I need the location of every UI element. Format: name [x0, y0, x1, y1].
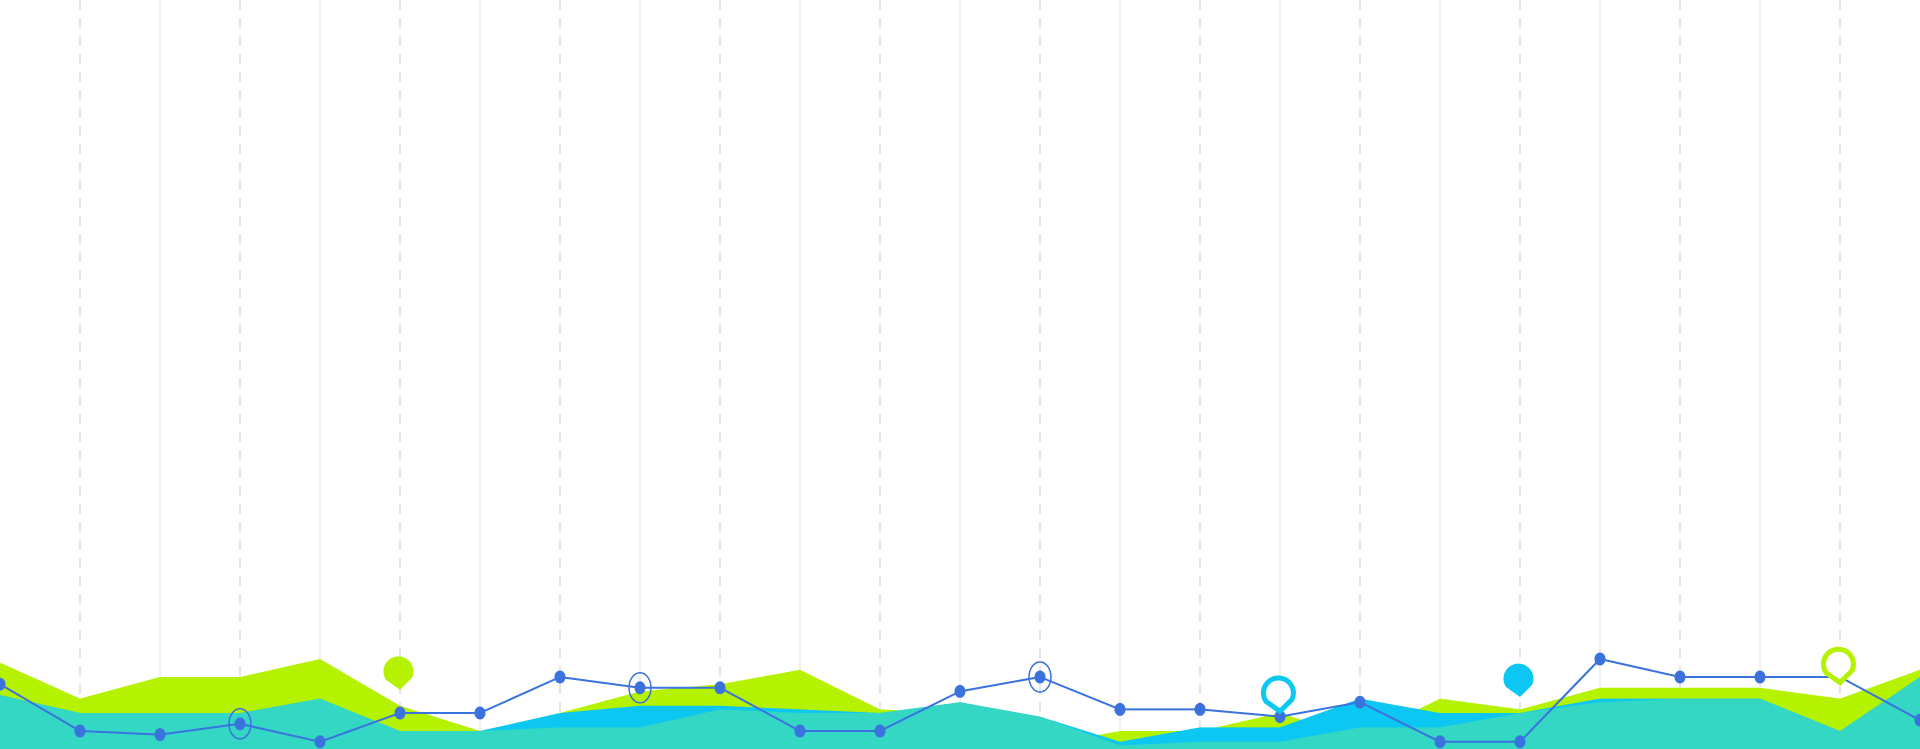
line-point [794, 724, 806, 738]
line-point [1034, 670, 1046, 684]
line-point [634, 681, 646, 695]
highlight-ring [228, 708, 252, 740]
line-point [394, 706, 406, 720]
line-point [474, 706, 486, 720]
line-point [554, 670, 566, 684]
line-point [1434, 735, 1446, 749]
line-point [1594, 652, 1606, 666]
line-point [154, 728, 166, 742]
line-point [874, 724, 886, 738]
highlight-ring [1028, 661, 1052, 693]
line-point [1514, 735, 1526, 749]
highlight-ring [628, 672, 652, 704]
line-point [1274, 710, 1286, 724]
line-point [314, 735, 326, 749]
pin-marker-cyan-outline [1260, 675, 1296, 715]
line-point [74, 724, 86, 738]
line-point [954, 684, 966, 698]
pin-marker-lime-outline [1820, 646, 1856, 686]
line-point [1194, 702, 1206, 716]
line-point [1914, 713, 1920, 727]
vertical-gridlines [79, 0, 1841, 749]
line-point [714, 681, 726, 695]
pin-markers [383, 646, 1856, 715]
line-point [1354, 695, 1366, 709]
line-point [1754, 670, 1766, 684]
line-points [0, 652, 1920, 749]
pin-marker-lime-filled [383, 656, 414, 690]
line-point [234, 717, 246, 731]
line-point [1674, 670, 1686, 684]
line-point [0, 677, 6, 691]
area-series [0, 659, 1920, 749]
area-teal [0, 677, 1920, 749]
pin-marker-cyan-filled [1503, 663, 1534, 697]
line-point [1114, 702, 1126, 716]
